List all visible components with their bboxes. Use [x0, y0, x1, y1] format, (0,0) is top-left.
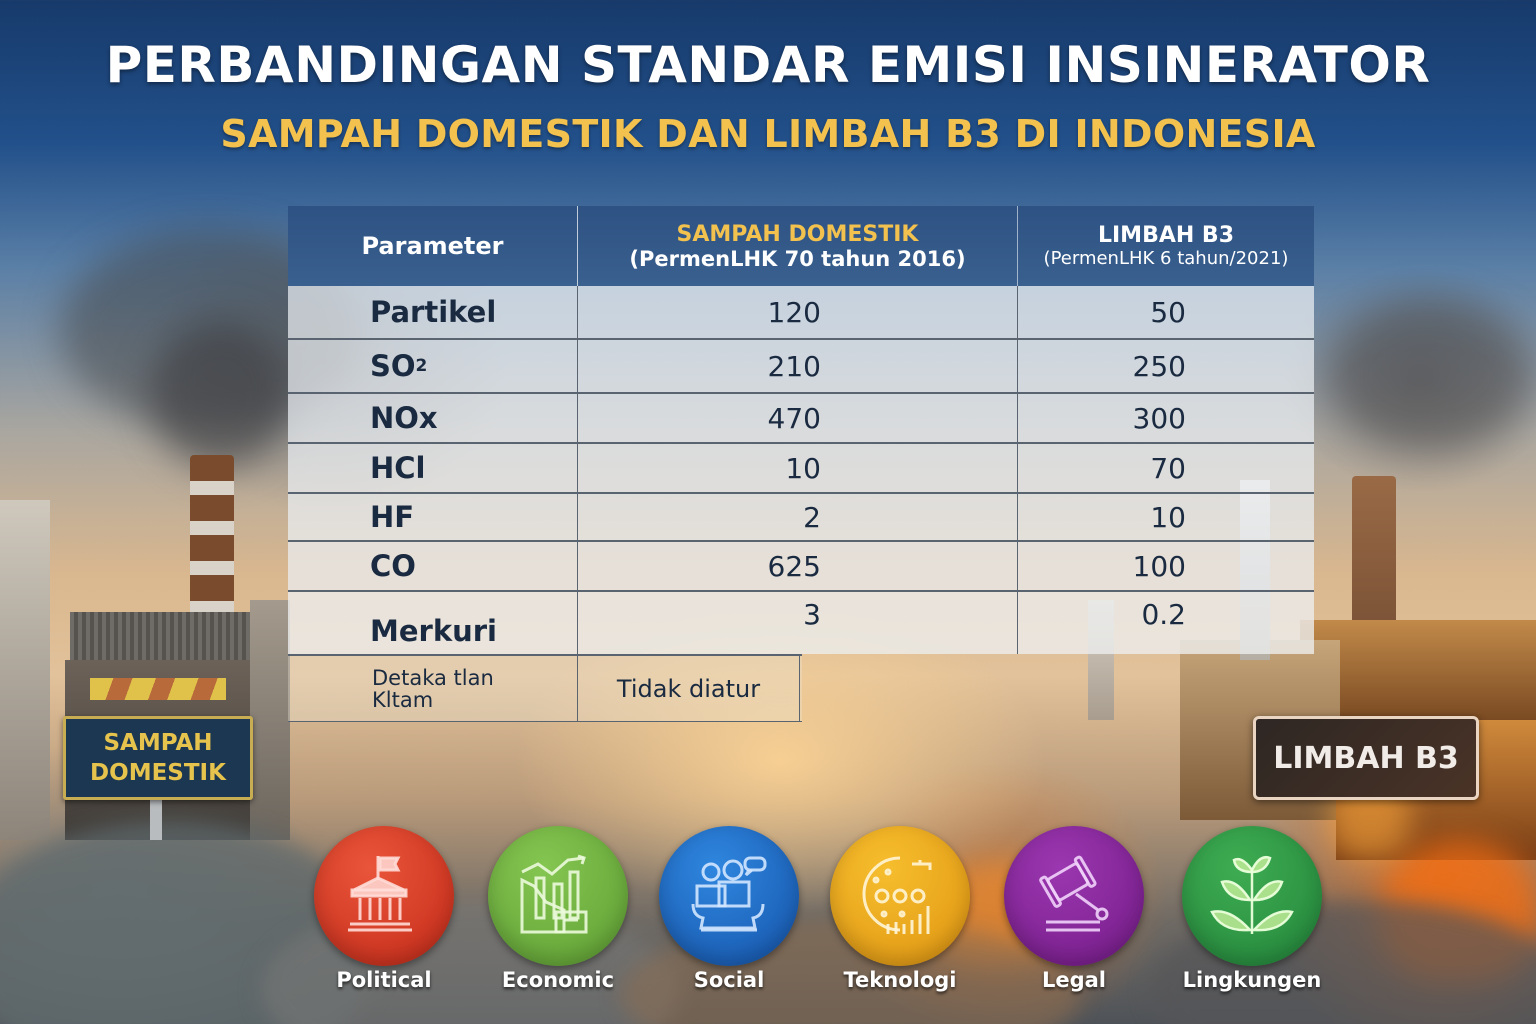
sampah-domestik-value: 10: [578, 444, 1018, 492]
gavel-icon: [1039, 855, 1109, 932]
lingkungen-circle: [1182, 826, 1322, 966]
column-header-limbah-b3: LIMBAH B3 (PermenLHK 6 tahun/2021): [1018, 206, 1314, 286]
column-header-regulation: (PermenLHK 6 tahun/2021): [1043, 248, 1289, 269]
table-row: SO 2 210 250: [288, 338, 1314, 392]
pestel-label: Teknologi: [843, 968, 957, 992]
parameter-cell: NOx: [288, 394, 578, 442]
column-header-title: LIMBAH B3: [1097, 223, 1235, 248]
parameter-cell: CO: [288, 542, 578, 590]
parameter-cell: Merkuri: [288, 592, 578, 654]
legal-circle: [1004, 826, 1144, 966]
limbah-b3-value: 70: [1150, 451, 1186, 485]
pestel-political: Political: [312, 826, 456, 992]
table-row: Merkuri 3 0.2: [288, 590, 1314, 654]
pestel-legal: Legal: [1002, 826, 1146, 992]
limbah-b3-value: 0.2: [1141, 598, 1186, 631]
sampah-domestik-value: 210: [578, 340, 1018, 392]
column-header-parameter: Parameter: [288, 206, 578, 286]
limbah-b3-value: 100: [1132, 549, 1186, 583]
table-row: Partikel 120 50: [288, 286, 1314, 338]
page-title: PERBANDINGAN STANDAR EMISI INSINERATOR: [105, 36, 1431, 94]
emission-standards-table: Parameter SAMPAH DOMESTIK (PermenLHK 70 …: [288, 206, 1314, 722]
government-building-icon: [348, 856, 412, 932]
parameter-cell: Detaka tlan Kltam: [288, 656, 578, 721]
table-header: Parameter SAMPAH DOMESTIK (PermenLHK 70 …: [288, 206, 1314, 286]
parameter-cell: HCl: [288, 444, 578, 492]
limbah-b3-value: 10: [1150, 500, 1186, 534]
table-row: CO 625 100: [288, 540, 1314, 590]
sampah-domestik-value: 3: [578, 592, 1018, 654]
subscript: 2: [415, 356, 428, 376]
parameter-cell: HF: [288, 494, 578, 540]
growth-chart-icon: [520, 854, 588, 934]
limbah-b3-value: 300: [1132, 401, 1186, 435]
sign-post: [150, 800, 162, 840]
people-chat-icon: [691, 856, 767, 932]
plant-leaves-icon: [1210, 856, 1294, 934]
parameter-cell: Partikel: [288, 286, 578, 338]
pestel-teknologi: Teknologi: [828, 826, 972, 992]
sampah-domestik-value: 625: [578, 542, 1018, 590]
pestel-label: Social: [693, 968, 765, 992]
pestel-label: Lingkungen: [1182, 968, 1322, 992]
table-body: Partikel 120 50 SO 2 210 250 NOx 470 300 …: [288, 286, 1314, 654]
parameter-cell: SO 2: [288, 340, 578, 392]
sign-limbah-b3: LIMBAH B3: [1253, 716, 1479, 800]
pestel-social: Social: [657, 826, 801, 992]
pestel-label: Economic: [501, 968, 615, 992]
pestel-label: Political: [336, 968, 432, 992]
limbah-b3-value: 250: [1132, 349, 1186, 383]
limbah-b3-value: 50: [1150, 295, 1186, 329]
table-row: Detaka tlan Kltam Tidak diatur: [288, 654, 802, 722]
column-header-sampah-domestik: SAMPAH DOMESTIK (PermenLHK 70 tahun 2016…: [578, 206, 1018, 286]
political-circle: [314, 826, 454, 966]
social-circle: [659, 826, 799, 966]
table-row: NOx 470 300: [288, 392, 1314, 442]
sampah-domestik-value: 120: [578, 286, 1018, 338]
economic-circle: [488, 826, 628, 966]
tech-circuit-icon: [862, 856, 932, 934]
table-row: HCl 10 70: [288, 442, 1314, 492]
sign-sampah-domestik: SAMPAH DOMESTIK: [63, 716, 253, 800]
pestel-lingkungen: Lingkungen: [1180, 826, 1324, 992]
sampah-domestik-value: Tidak diatur: [578, 656, 800, 721]
pestel-label: Legal: [1041, 968, 1107, 992]
column-header-title: SAMPAH DOMESTIK: [676, 221, 919, 247]
pestel-economic: Economic: [486, 826, 630, 992]
column-header-regulation: (PermenLHK 70 tahun 2016): [629, 246, 966, 271]
page-subtitle: SAMPAH DOMESTIK DAN LIMBAH B3 DI INDONES…: [220, 112, 1316, 156]
teknologi-circle: [830, 826, 970, 966]
smokestack-right: [1352, 476, 1396, 636]
sampah-domestik-value: 470: [578, 394, 1018, 442]
table-row: HF 2 10: [288, 492, 1314, 540]
sampah-domestik-value: 2: [578, 494, 1018, 540]
